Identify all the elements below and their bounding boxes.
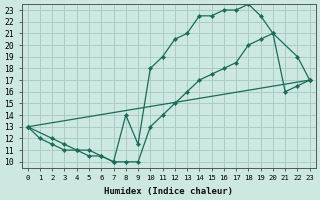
X-axis label: Humidex (Indice chaleur): Humidex (Indice chaleur) bbox=[104, 187, 233, 196]
